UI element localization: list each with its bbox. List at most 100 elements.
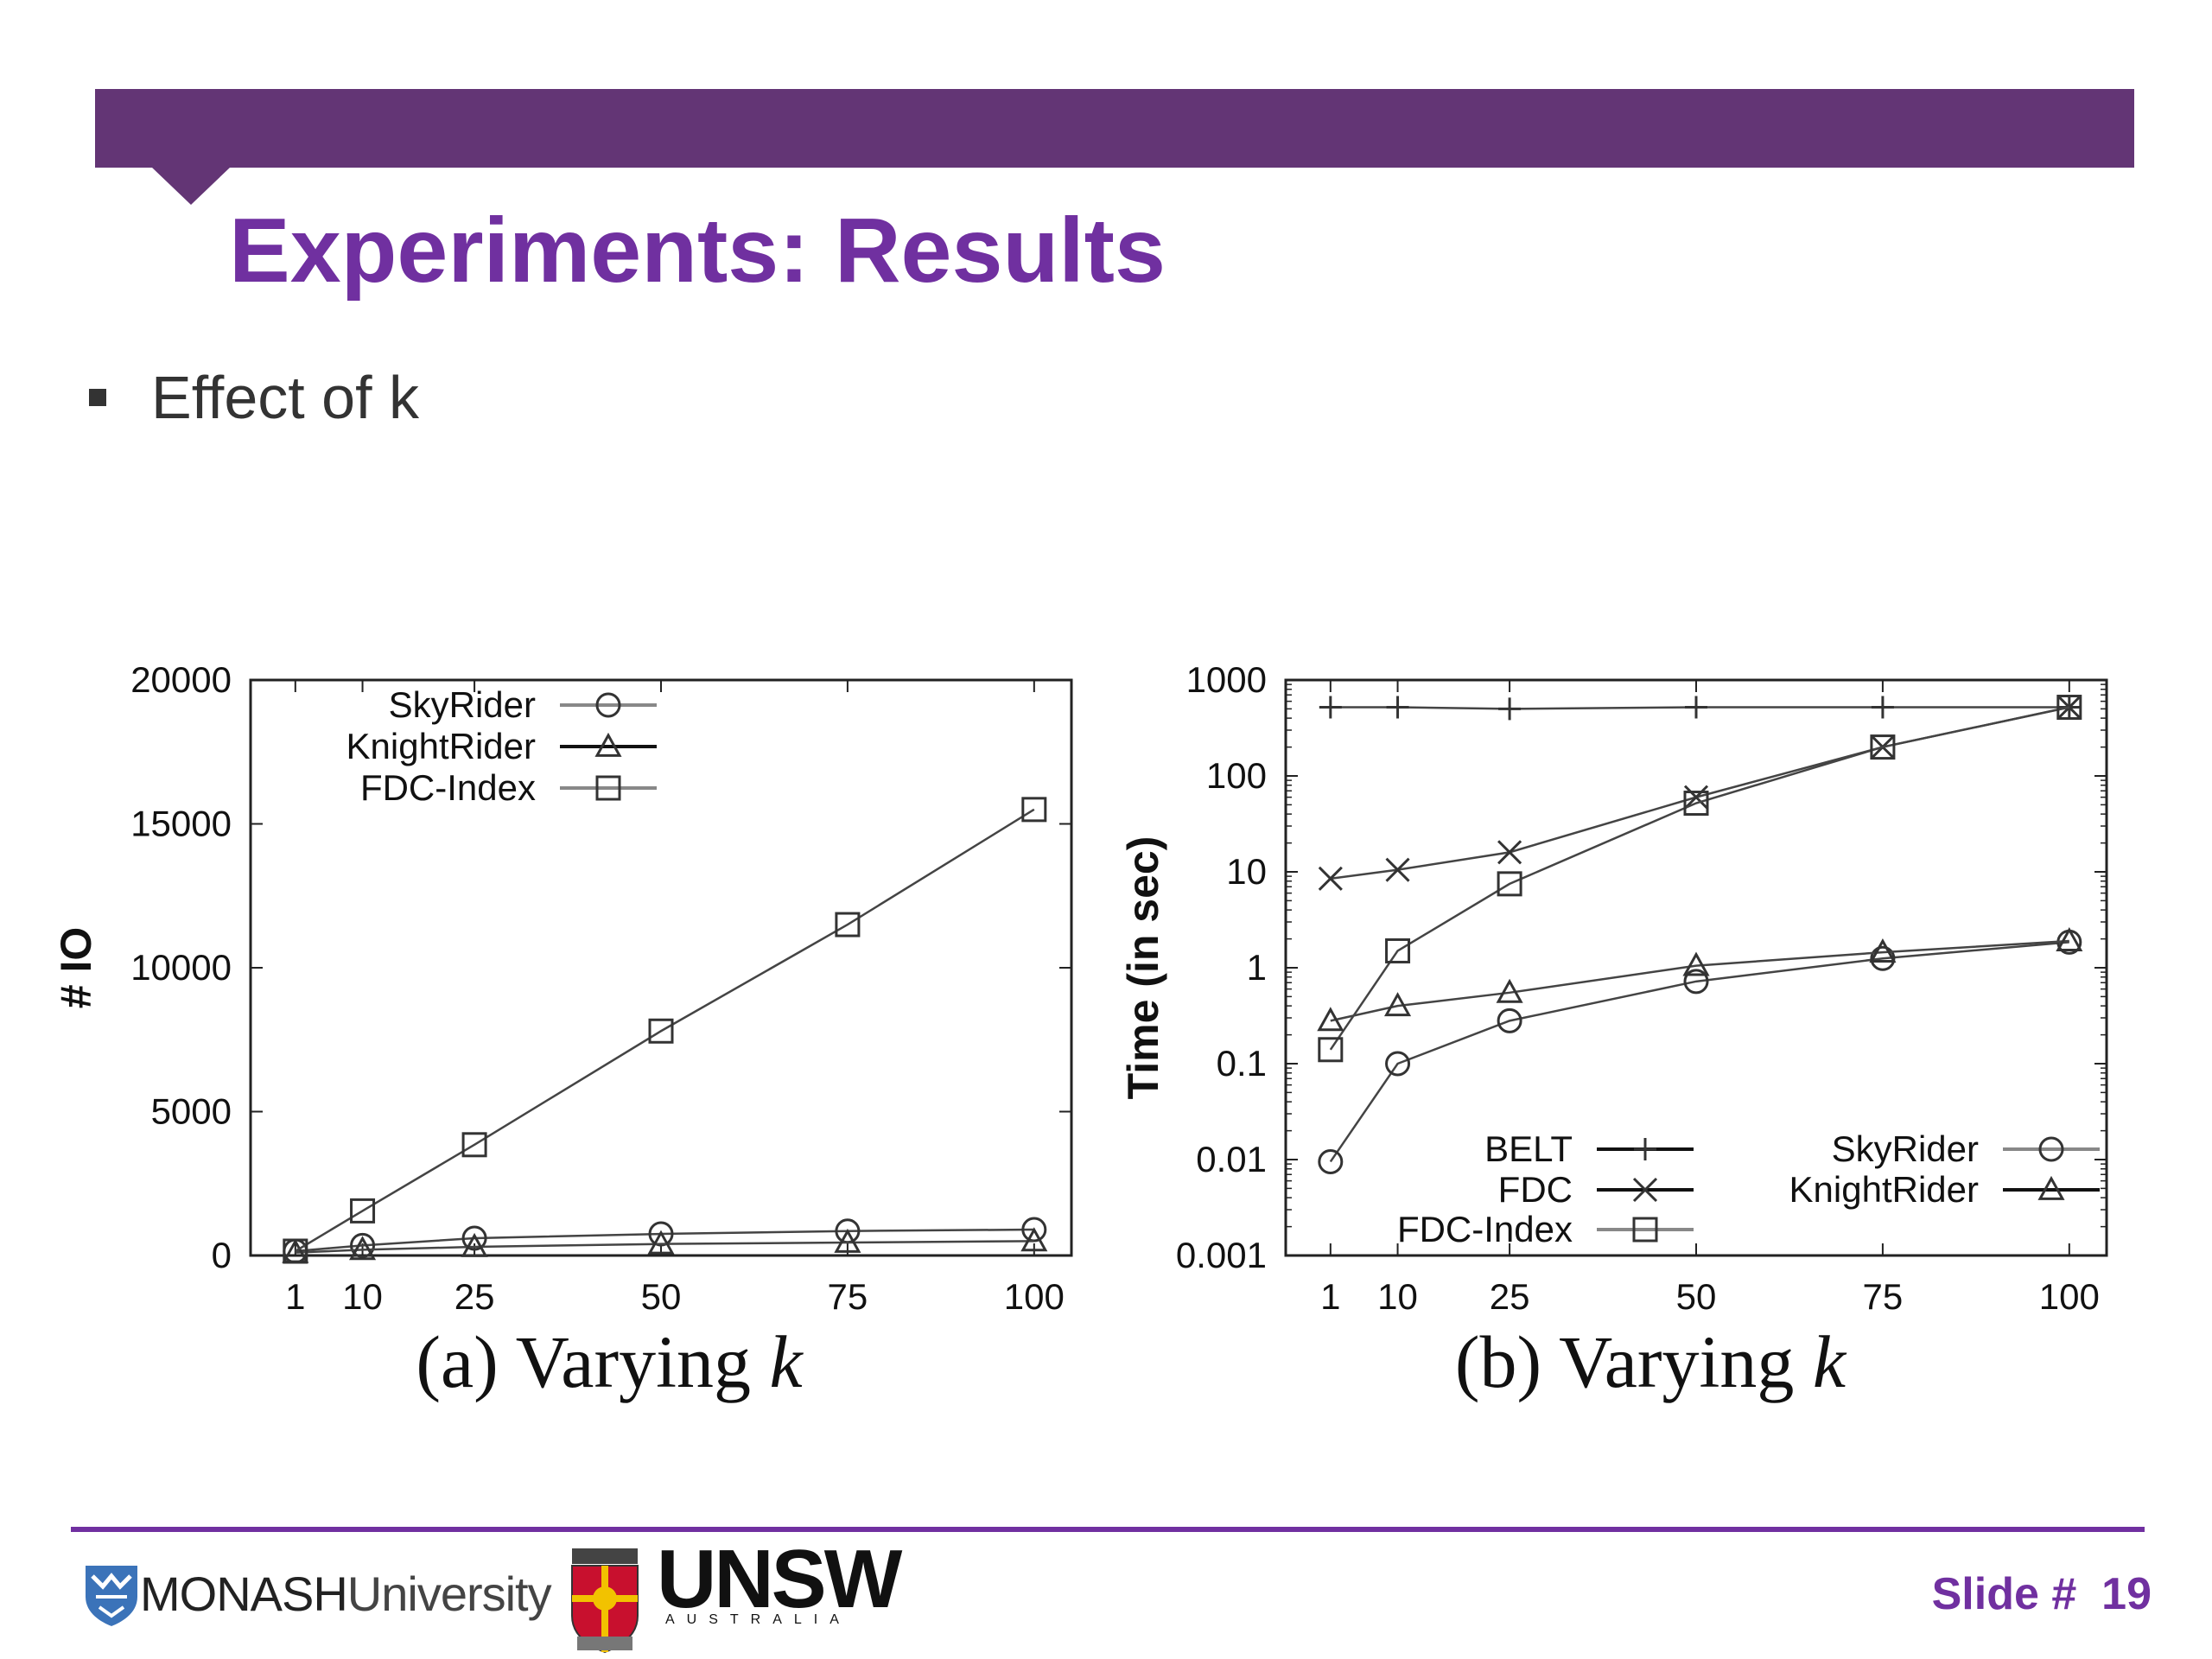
y-tick-label: 0 — [212, 1235, 232, 1275]
y-tick-label: 15000 — [130, 804, 232, 844]
series-line — [1329, 706, 2070, 1051]
x-tick-label: 100 — [1004, 1276, 1065, 1317]
slide-number-label: Slide # — [1931, 1569, 2077, 1619]
legend-marker — [2037, 1175, 2065, 1200]
series-fdc-index — [283, 797, 1047, 1264]
legend-label: FDC-Index — [1397, 1209, 1573, 1249]
data-point — [1497, 871, 1522, 897]
data-point — [648, 1221, 674, 1247]
y-tick-label: 0.1 — [1217, 1043, 1267, 1084]
data-point — [2056, 695, 2082, 721]
y-axis-label: # IO — [52, 927, 100, 1008]
caption-prefix: (a) Varying — [416, 1320, 769, 1403]
data-point — [350, 1198, 376, 1224]
bullet-text: Effect of k — [151, 364, 419, 431]
data-point — [461, 1132, 487, 1158]
legend-label: BELT — [1484, 1128, 1573, 1169]
data-point — [1869, 938, 1897, 963]
caption-variable: k — [770, 1320, 804, 1403]
data-point — [1021, 1217, 1047, 1243]
data-point — [350, 1232, 376, 1258]
legend-marker — [595, 775, 621, 801]
x-tick-label: 10 — [342, 1276, 383, 1317]
series-line — [295, 1240, 1034, 1254]
data-point — [1319, 696, 1342, 719]
data-point — [461, 1225, 487, 1251]
y-tick-label: 100 — [1206, 755, 1267, 796]
x-tick-label: 1 — [285, 1276, 305, 1317]
y-tick-label: 5000 — [151, 1091, 232, 1132]
series-fdc-index — [1318, 695, 2082, 1063]
data-point — [835, 912, 861, 938]
x-tick-label: 1 — [1320, 1276, 1340, 1317]
legend-marker — [1632, 1177, 1658, 1203]
legend-label: FDC — [1498, 1169, 1573, 1210]
chart-caption: (a) Varying k — [416, 1320, 804, 1403]
y-tick-label: 0.001 — [1176, 1235, 1267, 1275]
legend-label: SkyRider — [1832, 1128, 1979, 1169]
data-point — [1683, 969, 1709, 995]
legend-label: FDC-Index — [360, 767, 536, 808]
x-tick-label: 25 — [1490, 1276, 1530, 1317]
monash-shield-logo — [86, 1566, 137, 1626]
data-point — [2056, 926, 2083, 951]
chart-a-io: 0 5000 10000 15000 20000 1 10 25 50 75 100 # IO SkyR… — [52, 659, 1073, 1403]
y-tick-label: 1 — [1247, 947, 1267, 988]
data-point — [647, 1230, 675, 1255]
series-knightrider — [1317, 926, 2083, 1032]
data-point — [1020, 1227, 1048, 1252]
chart-b-time: 0.001 0.01 0.1 1 10 100 1000 1 10 25 50 75 100 Time (… — [1119, 659, 2108, 1403]
data-point — [1317, 1007, 1344, 1032]
data-point — [1386, 696, 1409, 719]
legend-marker — [594, 732, 622, 757]
data-point — [348, 1236, 377, 1261]
legend-marker — [1632, 1217, 1658, 1243]
data-point — [1498, 697, 1522, 721]
slide-number: Slide # 19 — [1932, 1568, 2152, 1620]
data-point — [1497, 840, 1522, 865]
y-tick-label: 1000 — [1186, 659, 1267, 700]
unsw-crest-logo — [571, 1548, 639, 1654]
legend-marker — [595, 692, 621, 718]
data-point — [1497, 1007, 1522, 1033]
chart-caption: (b) Varying k — [1455, 1320, 1847, 1403]
data-point — [1318, 1148, 1344, 1174]
data-point — [461, 1232, 488, 1257]
data-point — [1385, 857, 1410, 882]
series-knightrider — [282, 1227, 1048, 1263]
x-tick-label: 75 — [828, 1276, 868, 1317]
caption-variable: k — [1813, 1320, 1847, 1403]
monash-wordmark: MONASHUniversity — [140, 1566, 552, 1622]
unsw-wordmark: UNSW — [657, 1533, 902, 1625]
legend-marker — [2038, 1136, 2064, 1162]
y-tick-label: 10 — [1226, 851, 1267, 892]
x-tick-label: 75 — [1863, 1276, 1904, 1317]
legend-label: KnightRider — [1789, 1169, 1979, 1210]
x-tick-label: 100 — [2039, 1276, 2100, 1317]
monash-suffix: University — [346, 1567, 552, 1621]
data-point — [1318, 1037, 1344, 1063]
header-notch — [151, 167, 231, 205]
bullet-marker — [89, 389, 106, 406]
series-line — [1329, 941, 2069, 1163]
data-point — [1870, 734, 1896, 760]
y-axis-label: Time (in sec) — [1119, 836, 1167, 1100]
data-point — [2056, 695, 2082, 720]
data-point — [1683, 785, 1709, 810]
x-tick-label: 50 — [641, 1276, 682, 1317]
data-point — [1870, 945, 1896, 971]
legend-label: KnightRider — [346, 726, 536, 766]
data-point — [1383, 992, 1412, 1017]
slide-number-value: 19 — [2101, 1569, 2152, 1619]
footer-divider — [71, 1527, 2145, 1532]
y-tick-label: 20000 — [130, 659, 232, 700]
data-point — [1682, 951, 1710, 976]
y-tick-label: 0.01 — [1196, 1139, 1267, 1179]
series-line — [295, 808, 1035, 1253]
plot-frame — [1284, 678, 2108, 1257]
data-point — [648, 1018, 674, 1044]
unsw-subtext: AUSTRALIA — [665, 1612, 851, 1627]
y-tick-label: 10000 — [130, 947, 232, 988]
data-point — [1496, 978, 1523, 1003]
legend-marker — [1634, 1138, 1656, 1160]
